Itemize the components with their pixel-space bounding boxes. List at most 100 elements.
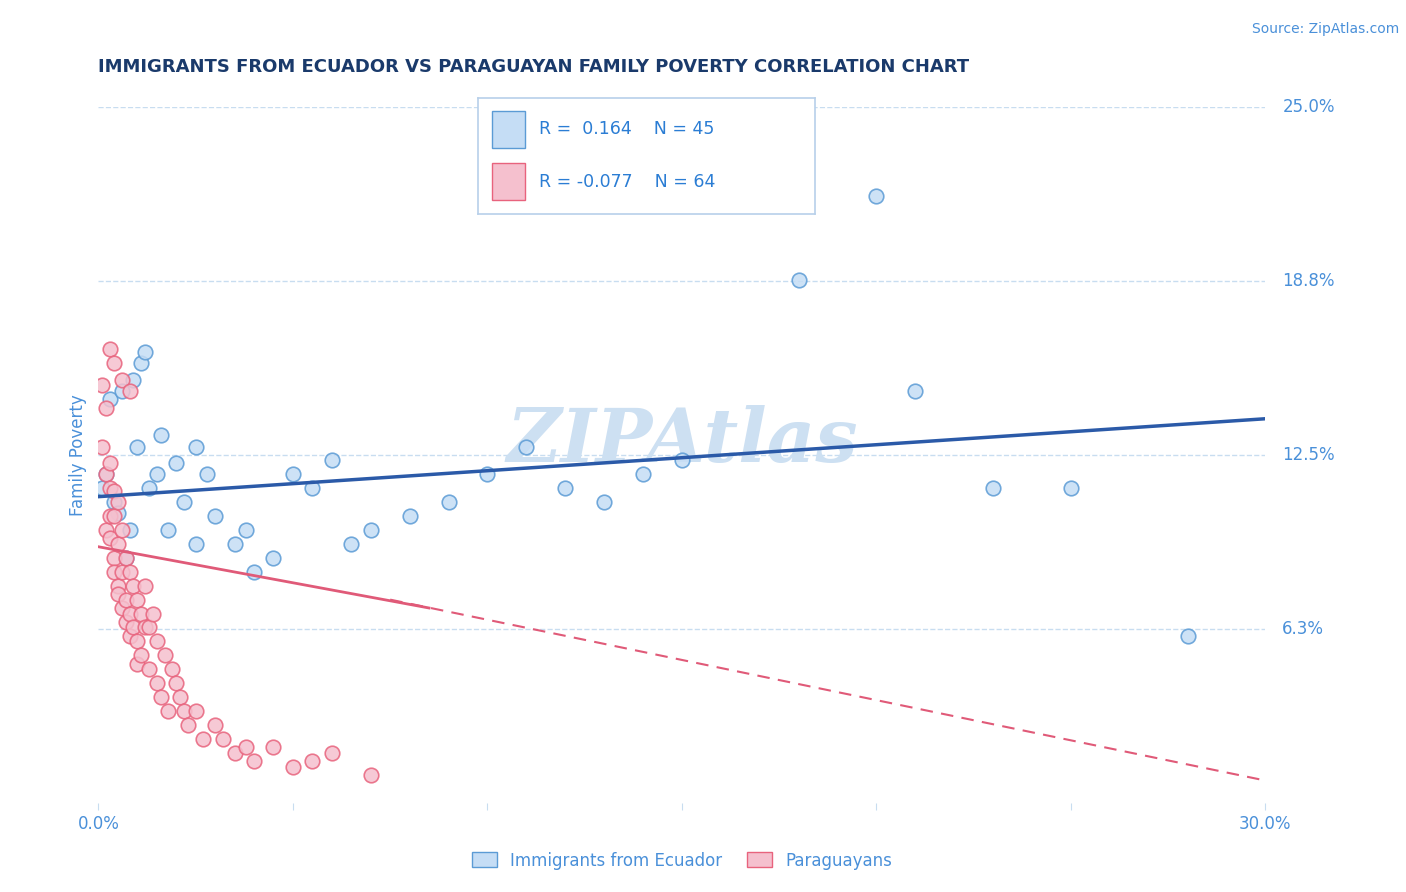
Point — [235, 740, 257, 755]
Point — [224, 537, 246, 551]
Point — [111, 373, 134, 387]
Point — [360, 523, 382, 537]
Point — [554, 481, 576, 495]
Legend: Immigrants from Ecuador, Paraguayans: Immigrants from Ecuador, Paraguayans — [463, 843, 901, 878]
Point — [114, 550, 136, 565]
Point — [107, 587, 129, 601]
Point — [103, 550, 125, 565]
Point — [142, 607, 165, 621]
Point — [111, 384, 134, 398]
Point — [103, 484, 125, 499]
Point — [138, 620, 160, 634]
Point — [631, 467, 654, 482]
Point — [91, 440, 114, 454]
Point — [301, 754, 323, 768]
Point — [153, 648, 176, 663]
Point — [1177, 629, 1199, 643]
Point — [281, 759, 304, 773]
Point — [157, 704, 180, 718]
Point — [212, 731, 235, 746]
Point — [477, 467, 499, 482]
Point — [129, 356, 152, 370]
Point — [118, 384, 141, 398]
Text: R =  0.164    N = 45: R = 0.164 N = 45 — [538, 120, 714, 138]
Point — [118, 629, 141, 643]
Point — [96, 467, 118, 482]
Point — [118, 523, 141, 537]
Point — [91, 481, 114, 495]
Point — [593, 495, 616, 509]
Point — [127, 440, 149, 454]
Point — [134, 620, 156, 634]
Point — [235, 523, 257, 537]
Point — [169, 690, 191, 704]
Point — [301, 481, 323, 495]
Point — [103, 509, 125, 524]
Point — [98, 532, 121, 546]
Point — [98, 456, 121, 470]
Point — [787, 272, 810, 286]
Point — [129, 607, 152, 621]
Bar — [492, 163, 526, 200]
Point — [321, 453, 343, 467]
Point — [127, 657, 149, 671]
Point — [981, 481, 1004, 495]
Text: ZIPAtlas: ZIPAtlas — [506, 405, 858, 477]
Point — [107, 579, 129, 593]
Point — [103, 495, 125, 509]
Text: R = -0.077    N = 64: R = -0.077 N = 64 — [538, 173, 716, 191]
Point — [173, 495, 195, 509]
Point — [165, 676, 187, 690]
Point — [262, 550, 284, 565]
Point — [138, 662, 160, 676]
Point — [146, 634, 169, 648]
Point — [91, 378, 114, 392]
Bar — [492, 111, 526, 148]
Text: Source: ZipAtlas.com: Source: ZipAtlas.com — [1251, 22, 1399, 37]
Point — [437, 495, 460, 509]
Point — [262, 740, 284, 755]
Point — [1060, 481, 1083, 495]
Point — [129, 648, 152, 663]
Point — [134, 579, 156, 593]
Point — [398, 509, 420, 524]
Point — [107, 537, 129, 551]
Point — [243, 754, 266, 768]
Point — [111, 565, 134, 579]
Point — [103, 356, 125, 370]
Point — [111, 523, 134, 537]
Point — [127, 634, 149, 648]
Point — [103, 565, 125, 579]
Point — [671, 453, 693, 467]
Text: 18.8%: 18.8% — [1282, 272, 1334, 290]
Point — [146, 676, 169, 690]
Point — [149, 428, 172, 442]
Text: 12.5%: 12.5% — [1282, 446, 1334, 464]
Point — [96, 401, 118, 415]
Point — [184, 704, 207, 718]
Point — [114, 550, 136, 565]
Point — [96, 523, 118, 537]
Point — [177, 718, 200, 732]
Point — [111, 601, 134, 615]
Point — [243, 565, 266, 579]
Point — [134, 345, 156, 359]
Point — [865, 189, 887, 203]
Point — [321, 746, 343, 760]
Point — [118, 565, 141, 579]
Text: IMMIGRANTS FROM ECUADOR VS PARAGUAYAN FAMILY POVERTY CORRELATION CHART: IMMIGRANTS FROM ECUADOR VS PARAGUAYAN FA… — [98, 58, 970, 76]
Point — [340, 537, 363, 551]
Point — [904, 384, 927, 398]
Point — [146, 467, 169, 482]
Point — [149, 690, 172, 704]
Y-axis label: Family Poverty: Family Poverty — [69, 394, 87, 516]
Text: 25.0%: 25.0% — [1282, 98, 1334, 116]
Point — [107, 507, 129, 521]
Point — [107, 495, 129, 509]
Point — [515, 440, 537, 454]
Point — [184, 440, 207, 454]
Point — [195, 467, 218, 482]
Point — [122, 373, 145, 387]
Point — [360, 768, 382, 782]
Point — [122, 620, 145, 634]
